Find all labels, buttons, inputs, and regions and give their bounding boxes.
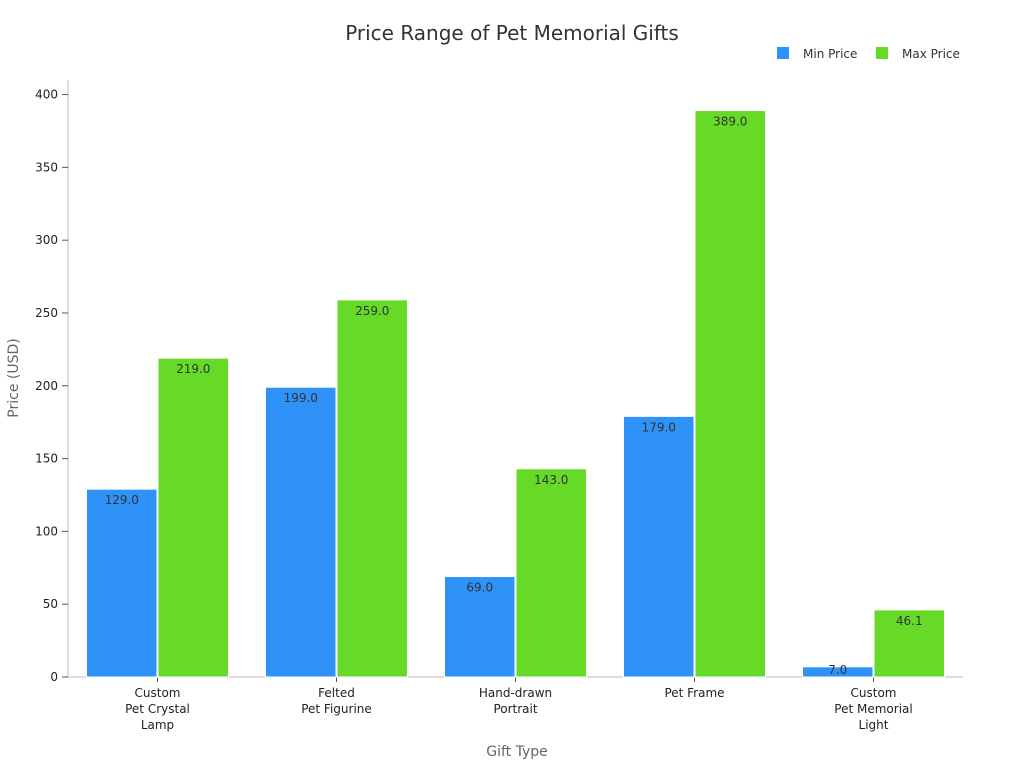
x-tick-label: Custom Pet Crystal Lamp (125, 686, 190, 732)
x-axis-title: Gift Type (486, 744, 548, 760)
bar-min-price (86, 488, 158, 678)
y-tick-label: 100 (35, 524, 58, 538)
bar-value-label: 219.0 (176, 362, 210, 376)
legend-label: Min Price (803, 47, 857, 61)
x-tick-label: Hand-drawn Portrait (479, 686, 552, 716)
bar-value-label: 143.0 (534, 473, 568, 487)
y-tick-label: 50 (43, 597, 58, 611)
legend: Min Price Max Price (777, 47, 960, 61)
bar-max-price (157, 357, 229, 678)
axis-ticks: 0 50 100 150 200 250 300 350 400 Custom Pet Crysta… (35, 88, 913, 732)
legend-label: Max Price (902, 47, 960, 61)
chart-title: Price Range of Pet Memorial Gifts (345, 21, 679, 45)
x-tick-label: Felted Pet Figurine (301, 686, 372, 716)
y-tick-label: 300 (35, 233, 58, 247)
y-tick-label: 400 (35, 88, 58, 102)
bar-value-label: 69.0 (466, 581, 493, 595)
bar-value-label: 7.0 (828, 663, 847, 677)
bar-min-price (265, 386, 337, 678)
y-tick-label: 200 (35, 379, 58, 393)
bar-max-price (515, 468, 587, 678)
legend-swatch (876, 47, 888, 59)
bar-value-label: 129.0 (105, 493, 139, 507)
bar-min-price (444, 576, 516, 678)
y-tick-label: 350 (35, 160, 58, 174)
legend-swatch (777, 47, 789, 59)
y-axis-title: Price (USD) (6, 338, 22, 417)
bar-value-label: 179.0 (642, 420, 676, 434)
bar-min-price (623, 415, 695, 678)
bar-value-label: 46.1 (896, 614, 923, 628)
x-tick-label: Custom Pet Memorial Light (834, 686, 912, 732)
bar-value-label: 259.0 (355, 304, 389, 318)
bar-max-price (336, 299, 408, 678)
bar-value-label: 199.0 (284, 391, 318, 405)
bar-max-price (694, 110, 766, 678)
bar-max-price (873, 609, 945, 678)
bar-value-label: 389.0 (713, 115, 747, 129)
x-tick-label: Pet Frame (664, 686, 724, 700)
bars: 129.0 219.0 199.0 259.0 69.0 143.0 179.0 389.0 7… (86, 110, 945, 678)
bar-min-price (802, 666, 874, 678)
y-tick-label: 150 (35, 452, 58, 466)
y-tick-label: 0 (50, 670, 58, 684)
y-tick-label: 250 (35, 306, 58, 320)
